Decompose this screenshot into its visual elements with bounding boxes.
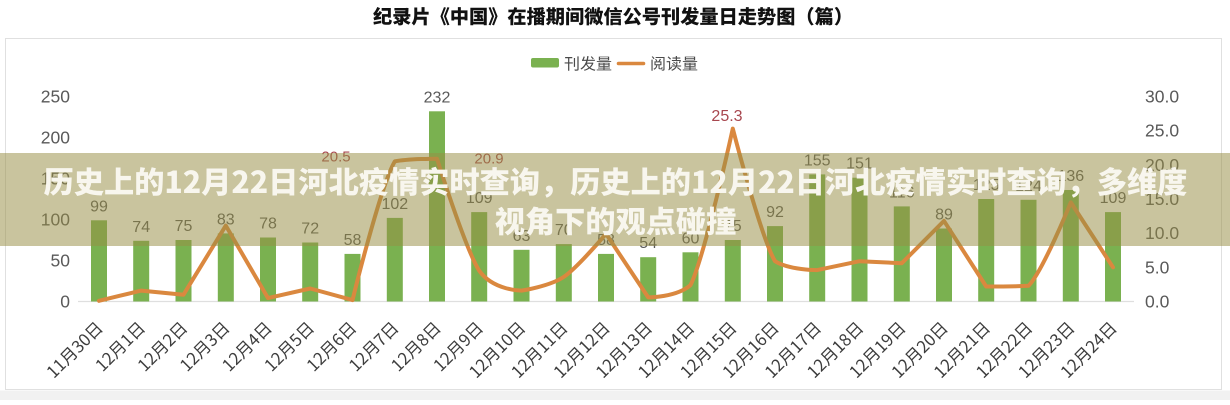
svg-text:5.0: 5.0 bbox=[1145, 257, 1170, 277]
svg-text:0.0: 0.0 bbox=[1145, 292, 1170, 312]
svg-text:200: 200 bbox=[41, 128, 70, 148]
svg-text:25.3: 25.3 bbox=[711, 108, 742, 125]
svg-text:0: 0 bbox=[60, 292, 70, 312]
svg-text:25.0: 25.0 bbox=[1145, 121, 1179, 141]
svg-text:50: 50 bbox=[51, 251, 71, 271]
svg-text:250: 250 bbox=[41, 87, 70, 107]
svg-text:30.0: 30.0 bbox=[1145, 87, 1179, 107]
svg-text:232: 232 bbox=[424, 89, 451, 106]
